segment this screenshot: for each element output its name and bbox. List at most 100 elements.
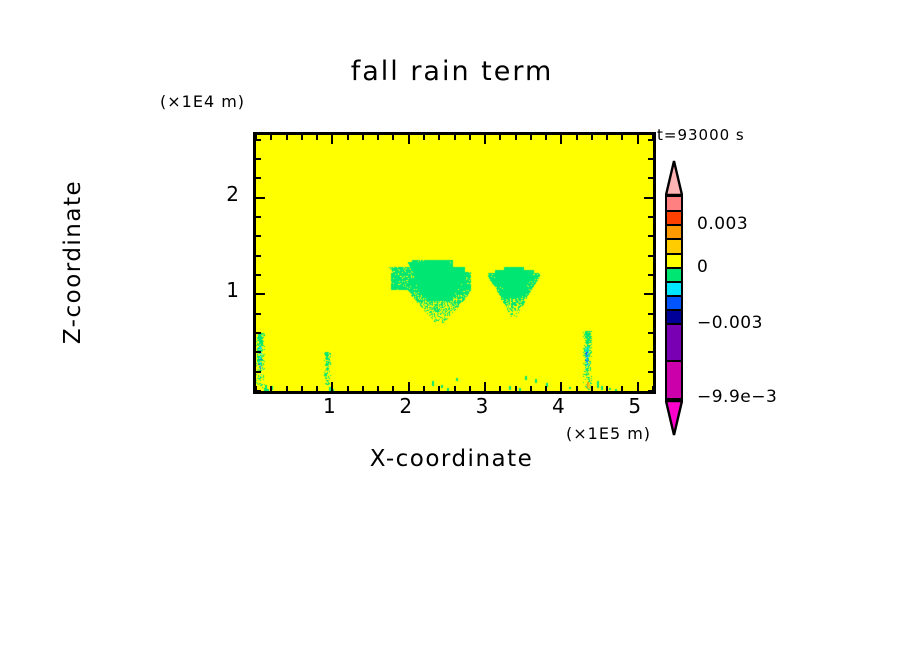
colorbar-tick-label: −0.003 — [697, 313, 763, 334]
y-tick-left — [256, 177, 261, 180]
x-tick-top — [377, 135, 380, 140]
x-tick-top — [575, 135, 578, 140]
x-tick-top — [545, 135, 548, 140]
y-tick-right — [648, 312, 653, 315]
y-tick-right — [644, 196, 653, 199]
x-tick-top — [560, 135, 563, 144]
y-tick-right — [648, 351, 653, 354]
x-tick-top — [514, 135, 517, 140]
x-tick-top — [529, 135, 532, 140]
x-tick-bottom — [606, 386, 609, 391]
colorbar-band-divider — [667, 309, 681, 312]
y-tick-right — [648, 254, 653, 257]
x-tick-top — [346, 135, 349, 140]
y-tick-right — [648, 235, 653, 238]
y-tick-right — [648, 158, 653, 161]
x-tick-top — [361, 135, 364, 140]
x-tick-top — [331, 135, 334, 144]
colorbar-band-divider — [667, 238, 681, 241]
y-tick-right — [648, 177, 653, 180]
colorbar-bottom-arrow — [664, 399, 684, 436]
colorbar-band — [667, 211, 681, 226]
y-tick-left — [256, 332, 261, 335]
x-tick-bottom — [331, 382, 334, 391]
x-tick-bottom — [621, 386, 624, 391]
x-tick-top — [453, 135, 456, 140]
x-tick-bottom — [255, 386, 257, 391]
colorbar-band-divider — [667, 252, 681, 255]
y-tick-left — [256, 351, 261, 354]
y-tick-left — [256, 390, 261, 392]
x-tick-top — [499, 135, 502, 140]
colorbar-top-arrow — [664, 160, 684, 197]
x-tick-bottom — [422, 386, 425, 391]
x-tick-label: 2 — [399, 394, 413, 418]
y-tick-right — [648, 332, 653, 335]
x-tick-bottom — [300, 386, 303, 391]
x-tick-bottom — [361, 386, 364, 391]
x-tick-bottom — [316, 386, 319, 391]
y-tick-left — [256, 370, 261, 373]
y-tick-left — [256, 138, 261, 141]
x-tick-bottom — [377, 386, 380, 391]
x-tick-bottom — [652, 386, 654, 391]
x-tick-top — [652, 135, 654, 140]
x-tick-bottom — [468, 386, 471, 391]
y-tick-left — [256, 293, 265, 296]
plot-area — [253, 132, 656, 394]
colorbar-band — [667, 296, 681, 311]
y-tick-left — [256, 254, 261, 257]
x-tick-bottom — [499, 386, 502, 391]
y-tick-label: 1 — [226, 278, 239, 303]
x-tick-bottom — [453, 386, 456, 391]
x-tick-top — [422, 135, 425, 140]
x-tick-top — [300, 135, 303, 140]
x-tick-top — [590, 135, 593, 140]
x-tick-top — [636, 135, 639, 144]
x-tick-bottom — [529, 386, 532, 391]
colorbar-band — [667, 225, 681, 240]
colorbar-band — [667, 197, 681, 212]
x-tick-top — [316, 135, 319, 140]
x-tick-top — [484, 135, 487, 144]
x-tick-bottom — [545, 386, 548, 391]
colorbar-band-divider — [667, 266, 681, 269]
colorbar-band — [667, 361, 681, 398]
x-tick-top — [438, 135, 441, 140]
x-tick-bottom — [575, 386, 578, 391]
colorbar-band-divider — [667, 210, 681, 213]
x-tick-top — [621, 135, 624, 140]
y-tick-right — [648, 216, 653, 219]
y-tick-left — [256, 216, 261, 219]
x-axis-units-label: (×1E5 m) — [566, 424, 652, 443]
x-tick-label: 5 — [628, 394, 642, 418]
y-tick-label: 2 — [226, 181, 239, 206]
y-tick-left — [256, 312, 261, 315]
y-axis-title: Z-coordinate — [60, 179, 86, 345]
y-tick-right — [644, 293, 653, 296]
y-tick-right — [648, 138, 653, 141]
colorbar-band-divider — [667, 224, 681, 227]
x-tick-bottom — [438, 386, 441, 391]
x-tick-label: 4 — [552, 394, 565, 418]
colorbar-band — [667, 253, 681, 268]
y-tick-left — [256, 235, 261, 238]
x-tick-bottom — [392, 386, 395, 391]
x-tick-top — [255, 135, 257, 140]
x-tick-bottom — [514, 386, 517, 391]
y-tick-left — [256, 196, 265, 199]
colorbar-band — [667, 324, 681, 362]
colorbar-band-divider — [667, 360, 681, 363]
y-tick-left — [256, 158, 261, 161]
x-tick-bottom — [484, 382, 487, 391]
y-tick-left — [256, 274, 261, 277]
x-tick-label: 3 — [475, 394, 489, 418]
x-tick-top — [606, 135, 609, 140]
x-tick-top — [270, 135, 273, 140]
y-tick-right — [648, 370, 653, 373]
x-tick-label: 1 — [322, 394, 336, 418]
colorbar-tick-label: 0.003 — [697, 214, 749, 235]
colorbar-tick-label: 0 — [697, 256, 709, 277]
x-tick-bottom — [285, 386, 288, 391]
colorbar-band-divider — [667, 323, 681, 326]
